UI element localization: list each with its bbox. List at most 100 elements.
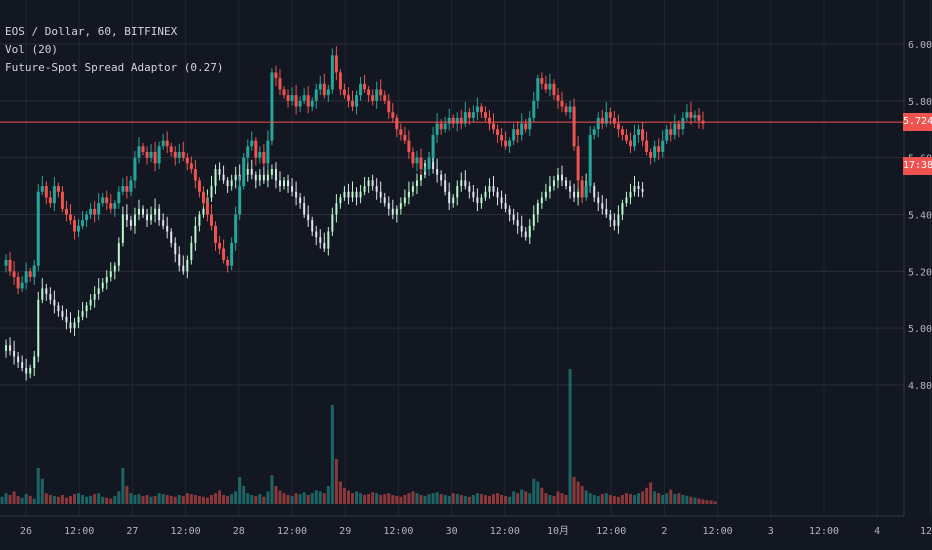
spread-candle: [307, 214, 310, 221]
price-candle: [24, 271, 28, 283]
legend-volume[interactable]: Vol (20): [5, 43, 58, 56]
spread-candle: [89, 299, 92, 306]
spread-candle: [476, 197, 479, 204]
legend-symbol[interactable]: EOS / Dollar, 60, BITFINEX: [5, 25, 178, 38]
spread-candle: [544, 191, 547, 198]
x-tick-label: 12:00: [703, 526, 733, 537]
spread-candle: [552, 180, 555, 187]
volume-bar: [403, 495, 407, 504]
spread-candle: [146, 214, 149, 221]
volume-bar: [342, 487, 346, 504]
volume-bar: [471, 495, 475, 504]
price-candle: [540, 78, 544, 84]
volume-bar: [214, 493, 218, 504]
price-candle: [471, 112, 475, 118]
legend-indicator[interactable]: Future-Spot Spread Adaptor (0.27): [5, 61, 224, 74]
volume-bar: [274, 486, 278, 504]
volume-bar: [254, 495, 258, 504]
volume-bar: [588, 493, 592, 504]
spread-candle: [295, 191, 298, 198]
volume-bar: [584, 490, 588, 504]
spread-candle: [65, 316, 68, 323]
volume-bar: [673, 494, 677, 504]
volume-bar: [572, 477, 576, 504]
spread-candle: [129, 220, 132, 226]
spread-candle: [617, 214, 620, 226]
price-candle: [32, 265, 36, 278]
price-candles: [4, 46, 705, 295]
volume-bar: [371, 492, 375, 504]
price-candle: [73, 220, 77, 232]
price-candle: [8, 259, 12, 272]
volume-bar: [302, 492, 306, 504]
volume-bar: [326, 486, 330, 504]
price-candle: [169, 146, 173, 152]
spread-candle: [105, 277, 108, 283]
volume-bar: [423, 495, 427, 504]
spread-candle: [395, 208, 398, 215]
volume-bar: [552, 495, 556, 504]
volume-bar: [508, 496, 512, 504]
price-candle: [669, 129, 673, 135]
spread-candle: [262, 174, 265, 181]
volume-bar: [185, 493, 189, 504]
spread-candle: [319, 237, 322, 243]
x-tick-label: 10月: [547, 525, 569, 537]
spread-candle: [367, 180, 370, 187]
spread-candle: [33, 356, 36, 368]
x-tick-label: 12:00: [277, 526, 307, 537]
x-tick-label: 12:00: [383, 526, 413, 537]
price-candle: [447, 117, 451, 124]
last-price-tag: 5.7249: [903, 113, 932, 132]
volume-bar: [713, 501, 717, 504]
spread-candle: [573, 191, 576, 198]
volume-bar: [157, 493, 161, 504]
volume-bar: [628, 494, 632, 504]
spread-candle: [210, 186, 213, 198]
volume-bar: [500, 495, 504, 504]
price-candle: [342, 89, 346, 96]
price-candle: [355, 95, 359, 107]
spread-candle: [101, 282, 104, 289]
volume-bar: [12, 491, 16, 504]
price-candle: [616, 123, 620, 130]
volume-bar: [205, 497, 209, 504]
price-candle: [197, 180, 201, 192]
volume-bar: [455, 494, 459, 504]
spread-candle: [452, 197, 455, 204]
volume-bar: [669, 489, 673, 504]
volume-bar: [56, 496, 60, 504]
volume-bar: [85, 496, 89, 504]
spread-candle: [57, 305, 60, 312]
price-candle: [165, 140, 169, 147]
volume-bar: [165, 495, 169, 504]
volume-bar: [355, 491, 359, 504]
spread-candle: [327, 231, 330, 249]
volume-bar: [701, 499, 705, 504]
price-candle: [314, 89, 318, 101]
price-candle: [234, 214, 238, 243]
price-candle: [673, 123, 677, 135]
volume-bar: [375, 493, 379, 504]
price-candle: [552, 83, 556, 96]
spread-candle: [496, 191, 499, 198]
price-candle: [173, 151, 177, 158]
y-tick-label: 5.4000: [908, 211, 932, 222]
spread-candle: [21, 362, 24, 368]
price-candle: [661, 140, 665, 152]
price-candle: [334, 55, 338, 73]
price-candle: [218, 242, 222, 249]
volume-bar: [657, 493, 661, 504]
x-tick-label: 12: [920, 526, 932, 537]
volume-bar: [487, 495, 491, 504]
spread-candle: [419, 174, 422, 181]
x-tick-label: 12:00: [490, 526, 520, 537]
price-candle: [524, 123, 528, 130]
volume-bar: [387, 493, 391, 504]
volume-bar: [16, 495, 20, 504]
volume-bar: [536, 481, 540, 504]
price-candle: [189, 163, 193, 170]
price-candle: [689, 112, 693, 118]
